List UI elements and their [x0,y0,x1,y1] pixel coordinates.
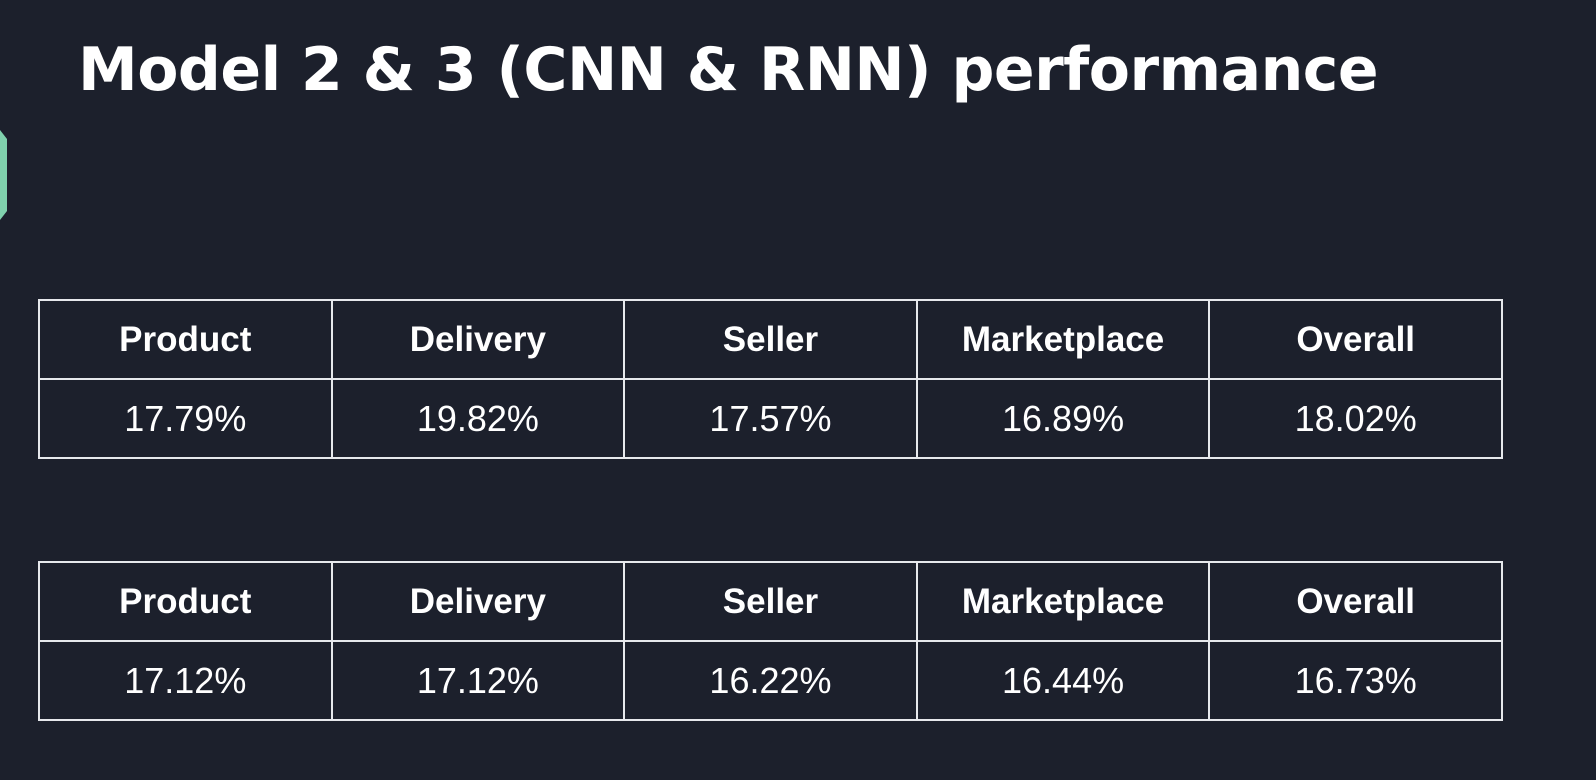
value-marketplace: 16.44% [915,640,1211,721]
slide-title: Model 2 & 3 (CNN & RNN) performance [78,35,1379,105]
header-overall: Overall [1208,561,1503,642]
value-product: 17.79% [38,378,333,459]
header-seller: Seller [623,561,918,642]
value-product: 17.12% [38,640,333,721]
header-marketplace: Marketplace [915,561,1211,642]
value-delivery: 19.82% [330,378,626,459]
table-row: 17.79% 19.82% 17.57% 16.89% 18.02% [38,378,1503,459]
value-overall: 16.73% [1208,640,1503,721]
table-header-row: Product Delivery Seller Marketplace Over… [38,299,1503,380]
value-seller: 16.22% [623,640,918,721]
header-product: Product [38,299,333,380]
header-marketplace: Marketplace [915,299,1211,380]
table-header-row: Product Delivery Seller Marketplace Over… [38,561,1503,642]
header-overall: Overall [1208,299,1503,380]
value-overall: 18.02% [1208,378,1503,459]
value-delivery: 17.12% [330,640,626,721]
header-seller: Seller [623,299,918,380]
accent-tab [0,130,7,220]
header-delivery: Delivery [330,299,626,380]
value-seller: 17.57% [623,378,918,459]
results-table-model-2: Product Delivery Seller Marketplace Over… [38,299,1503,459]
value-marketplace: 16.89% [915,378,1211,459]
header-delivery: Delivery [330,561,626,642]
table-row: 17.12% 17.12% 16.22% 16.44% 16.73% [38,640,1503,721]
header-product: Product [38,561,333,642]
results-table-model-3: Product Delivery Seller Marketplace Over… [38,561,1503,721]
